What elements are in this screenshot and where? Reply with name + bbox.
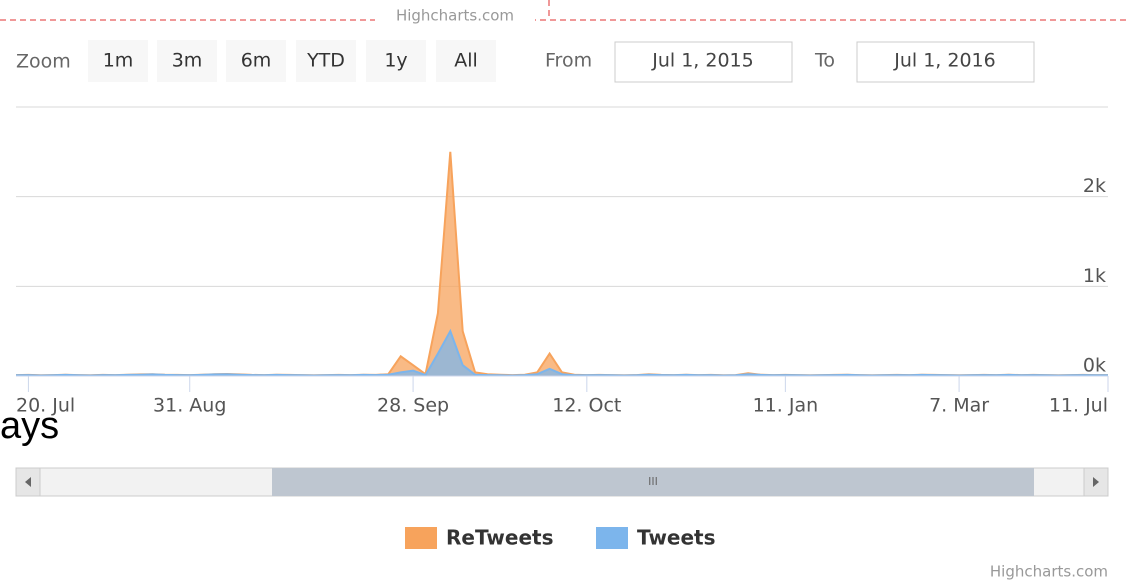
x-tick-label: 31. Aug — [153, 395, 226, 417]
range-button[interactable] — [366, 40, 426, 82]
legend: ReTweets Tweets — [405, 526, 716, 550]
range-button-label[interactable]: All — [454, 50, 478, 72]
y-tick-label: 2k — [1083, 175, 1106, 197]
from-label: From — [545, 50, 592, 72]
series-line — [15, 328, 1108, 377]
arrow-left — [25, 477, 31, 487]
range-button-label[interactable]: YTD — [306, 50, 345, 72]
series-line — [15, 151, 1108, 377]
range-button-label[interactable]: 6m — [241, 50, 272, 72]
x-tick-label: 11. Jul — [1049, 395, 1108, 417]
from-input[interactable] — [614, 41, 793, 83]
x-tick-label: 7. Mar — [929, 395, 989, 417]
zoom-label: Zoom — [16, 51, 71, 73]
range-button-label[interactable]: 1m — [103, 50, 134, 72]
range-button[interactable] — [296, 40, 356, 82]
range-button[interactable] — [88, 40, 148, 82]
scrollbar-grip: III — [648, 475, 658, 488]
credit-bg — [375, 6, 535, 26]
range-button[interactable] — [157, 40, 217, 82]
credits: Highcharts.com — [990, 563, 1108, 580]
y-tick-label: 0k — [1083, 355, 1106, 377]
to-label: To — [814, 50, 835, 72]
range-button[interactable] — [436, 40, 496, 82]
to-input[interactable] — [856, 41, 1035, 83]
x-tick-label: 28. Sep — [377, 395, 449, 417]
range-buttons: 1m 3m 6m YTD 1y All — [88, 40, 496, 82]
legend-label[interactable]: Tweets — [637, 526, 716, 550]
from-value[interactable]: Jul 1, 2015 — [651, 50, 754, 72]
y-tick-label: 1k — [1083, 265, 1106, 287]
legend-swatch[interactable] — [596, 527, 628, 549]
area — [16, 331, 1108, 376]
range-button-label[interactable]: 3m — [172, 50, 203, 72]
to-value[interactable]: Jul 1, 2016 — [893, 50, 996, 72]
range-button[interactable] — [226, 40, 286, 82]
x-tick-label: 20. Jul — [16, 395, 75, 417]
legend-label[interactable]: ReTweets — [446, 526, 553, 550]
scrollbar-thumb[interactable] — [272, 468, 1034, 496]
x-tick-label: 11. Jan — [753, 395, 819, 417]
plot: 0k 1k 2k 20. Jul 31. Aug 28. Sep 12. Oct 11. Ja… — [15, 151, 1109, 417]
legend-swatch[interactable] — [405, 527, 437, 549]
text-fragment: ays — [0, 405, 59, 447]
range-button-label[interactable]: 1y — [384, 50, 407, 72]
x-tick-label: 12. Oct — [552, 395, 621, 417]
top-credit: Highcharts.com — [396, 7, 514, 25]
area — [16, 151, 1108, 376]
arrow-right — [1093, 477, 1099, 487]
